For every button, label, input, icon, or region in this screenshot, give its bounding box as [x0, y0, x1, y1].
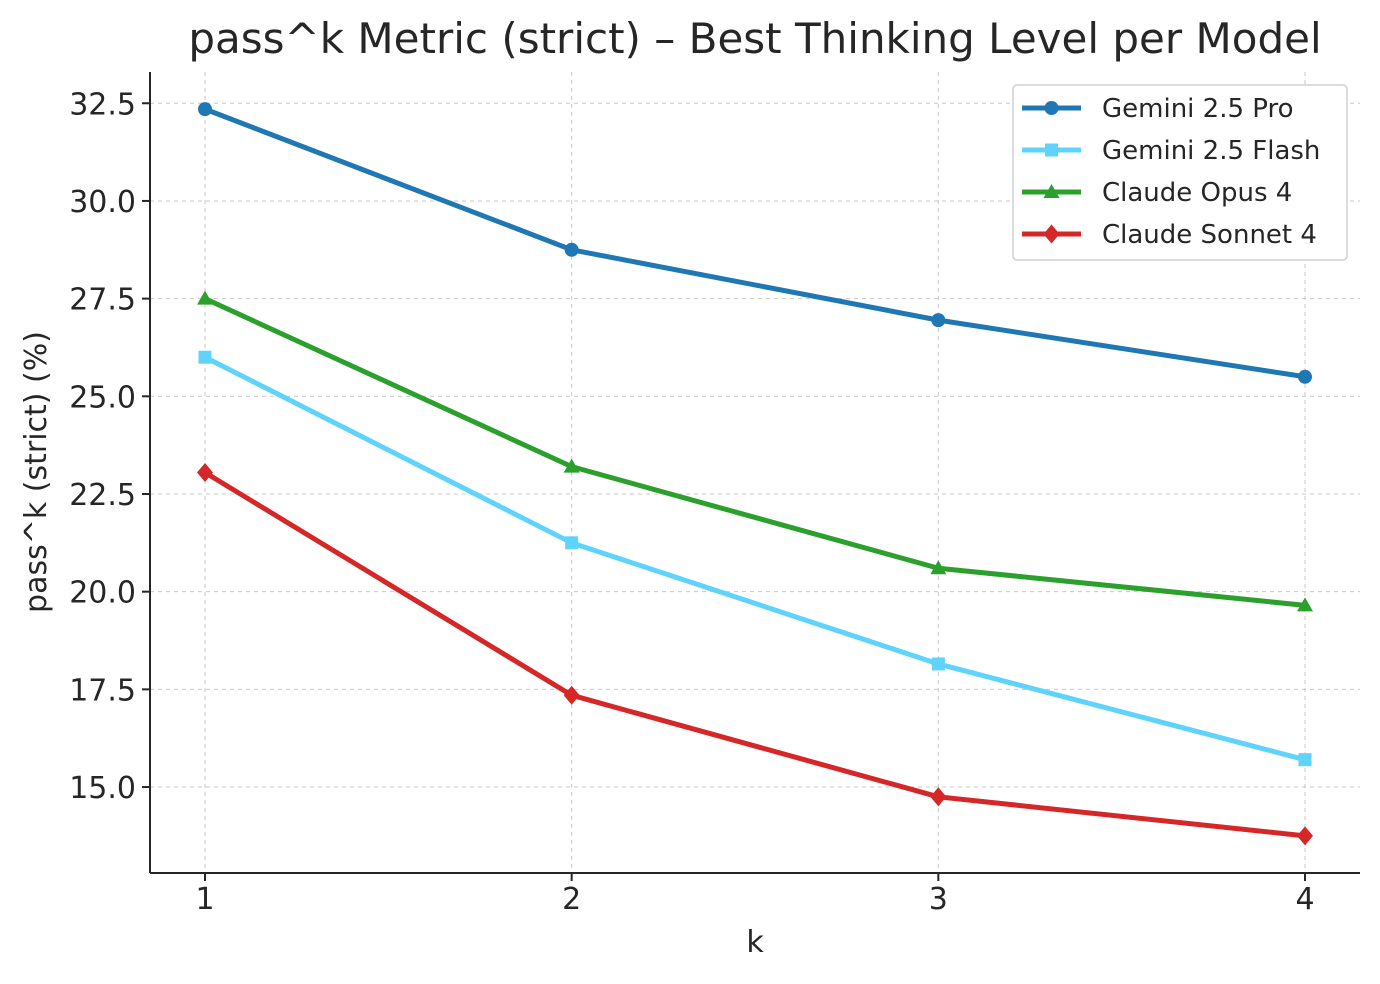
data-point-claude-sonnet-4 [197, 463, 213, 482]
data-point-gemini-2-5-pro [564, 242, 579, 257]
series-line-claude-opus-4 [202, 296, 1308, 608]
series-claude-sonnet-4 [197, 463, 1313, 846]
data-point-gemini-2-5-flash [565, 536, 579, 550]
y-tick-label: 17.5 [69, 673, 136, 708]
data-point-claude-sonnet-4 [930, 787, 947, 807]
legend-marker [1045, 143, 1058, 157]
data-point-gemini-2-5-pro [1298, 369, 1312, 384]
series-line-gemini-2-5-flash [202, 354, 1308, 763]
legend-label: Claude Opus 4 [1102, 178, 1292, 208]
data-point-claude-opus-4 [563, 458, 580, 473]
series-lines [197, 102, 1313, 846]
x-tick-label: 1 [195, 882, 214, 917]
legend-label: Claude Sonnet 4 [1102, 220, 1317, 250]
legend-marker [1044, 101, 1059, 115]
legend-marker [1043, 224, 1060, 244]
legend-label: Gemini 2.5 Pro [1102, 94, 1294, 124]
series-gemini-2-5-pro [198, 102, 1312, 384]
data-point-gemini-2-5-pro [931, 313, 946, 328]
data-point-claude-sonnet-4 [563, 685, 580, 705]
y-tick-label: 27.5 [69, 283, 136, 318]
data-point-gemini-2-5-flash [198, 350, 212, 364]
legend: Gemini 2.5 Pro Gemini 2.5 Flash Claude Opu… [1012, 84, 1348, 261]
y-tick-label: 22.5 [69, 478, 136, 513]
x-tick-label: 4 [1295, 882, 1314, 917]
legend-box [1012, 84, 1348, 261]
series-line-claude-sonnet-4 [202, 470, 1308, 839]
data-point-gemini-2-5-flash [931, 657, 945, 671]
series-claude-opus-4 [197, 290, 1313, 612]
y-tick-label: 15.0 [69, 771, 136, 806]
y-tick-label: 20.0 [69, 576, 136, 611]
y-tick-label: 25.0 [69, 380, 136, 415]
legend-marker [1043, 184, 1060, 198]
legend-item-gemini-2-5-pro: Gemini 2.5 Pro [1022, 94, 1294, 124]
data-point-claude-sonnet-4 [1297, 826, 1313, 846]
chart-title: pass^k Metric (strict) – Best Thinking L… [188, 14, 1321, 63]
data-point-gemini-2-5-pro [198, 102, 212, 117]
y-tick-label: 32.5 [69, 87, 136, 122]
y-tick-label: 30.0 [69, 185, 136, 220]
data-point-gemini-2-5-flash [1298, 753, 1312, 767]
legend-item-claude-sonnet-4: Claude Sonnet 4 [1022, 220, 1317, 250]
data-point-claude-opus-4 [1297, 597, 1313, 612]
x-tick-label: 2 [562, 882, 581, 917]
legend-item-claude-opus-4: Claude Opus 4 [1022, 178, 1292, 208]
series-gemini-2-5-flash [198, 350, 1312, 767]
legend-label: Gemini 2.5 Flash [1102, 136, 1320, 166]
axes: 15.0 17.5 20.0 22.5 25.0 27.5 30.0 32.5 1 2 3 4 [69, 72, 1360, 917]
x-tick-label: 3 [929, 882, 948, 917]
legend-item-gemini-2-5-flash: Gemini 2.5 Flash [1022, 136, 1320, 166]
series-line-gemini-2-5-pro [202, 106, 1308, 380]
data-point-claude-opus-4 [197, 290, 213, 305]
x-axis-label: k [746, 925, 764, 960]
y-axis-label: pass^k (strict) (%) [19, 331, 54, 613]
data-point-claude-opus-4 [930, 560, 947, 575]
